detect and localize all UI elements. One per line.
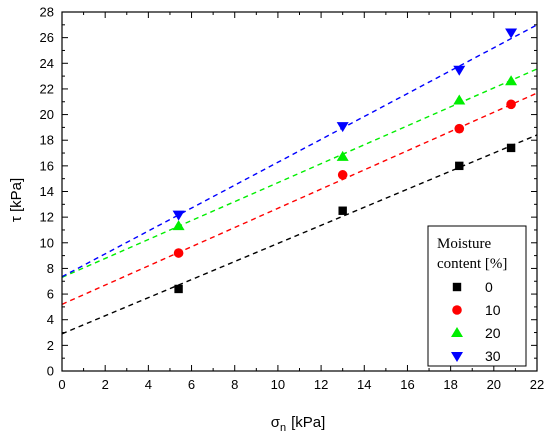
legend-marker-0 <box>452 282 462 292</box>
data-point-0 <box>455 161 464 171</box>
y-tick-label: 26 <box>40 30 54 45</box>
legend-marker-30 <box>451 352 463 362</box>
x-tick-label: 2 <box>102 377 109 392</box>
y-tick-label: 10 <box>40 235 54 250</box>
legend: Moisture content [%] 0 10 20 30 <box>427 225 527 367</box>
x-tick-label: 6 <box>188 377 195 392</box>
y-tick-label: 4 <box>47 312 54 327</box>
x-tick-label: 20 <box>487 377 501 392</box>
data-point-30 <box>505 28 518 39</box>
y-tick-label: 0 <box>47 364 54 379</box>
data-point-20 <box>453 94 466 105</box>
data-point-10 <box>506 99 516 110</box>
data-point-10 <box>337 170 348 180</box>
x-tick-label: 8 <box>231 377 238 392</box>
data-point-20 <box>336 150 349 161</box>
legend-label-20: 20 <box>485 325 501 341</box>
legend-marker-20 <box>451 327 463 337</box>
y-tick-label: 16 <box>40 158 54 173</box>
x-tick-label: 10 <box>271 377 285 392</box>
data-point-0 <box>174 284 183 294</box>
y-tick-label: 20 <box>40 107 54 122</box>
x-tick-label: 18 <box>443 377 457 392</box>
y-tick-label: 14 <box>40 184 54 199</box>
legend-box <box>427 225 527 367</box>
y-tick-label: 6 <box>47 287 54 302</box>
x-axis-title-symbol: σ <box>271 414 281 431</box>
x-tick-label: 22 <box>530 377 544 392</box>
y-axis-title: τ [kPa] <box>8 178 25 222</box>
data-point-30 <box>453 65 466 76</box>
y-tick-label: 8 <box>47 261 54 276</box>
data-markers <box>172 28 518 294</box>
x-tick-label: 12 <box>314 377 328 392</box>
x-axis-title: σn [kPa] <box>271 414 326 434</box>
legend-title-line2: content [%] <box>437 256 507 272</box>
x-axis-title-unit: [kPa] <box>291 414 325 431</box>
x-tick-label: 0 <box>58 377 65 392</box>
legend-marker-10 <box>452 305 462 315</box>
data-point-30 <box>172 210 185 221</box>
data-point-10 <box>173 248 184 258</box>
axes: 0 2 4 6 8 10 12 14 16 18 20 22024681012141618202224… <box>40 5 545 393</box>
y-tick-label: 18 <box>40 133 54 148</box>
x-axis-title-subscript: n <box>280 422 286 434</box>
legend-entries: 0 10 20 30 <box>451 279 501 364</box>
data-point-20 <box>172 220 185 231</box>
y-tick-label: 24 <box>40 56 54 71</box>
data-point-20 <box>505 75 518 86</box>
data-point-0 <box>338 206 347 215</box>
fit-line-0 <box>61 134 538 335</box>
data-point-0 <box>506 143 516 153</box>
legend-label-0: 0 <box>485 279 493 295</box>
x-tick-label: 4 <box>145 377 152 392</box>
y-tick-label: 22 <box>40 81 54 96</box>
legend-title-line1: Moisture <box>437 236 492 252</box>
legend-label-10: 10 <box>485 302 501 318</box>
data-point-10 <box>454 123 465 134</box>
y-tick-label: 12 <box>40 210 54 225</box>
x-tick-label: 16 <box>400 377 414 392</box>
y-tick-label: 28 <box>40 5 54 20</box>
data-point-30 <box>336 122 349 133</box>
y-tick-label: 2 <box>47 338 54 353</box>
legend-label-30: 30 <box>485 348 501 364</box>
x-tick-label: 14 <box>357 377 371 392</box>
